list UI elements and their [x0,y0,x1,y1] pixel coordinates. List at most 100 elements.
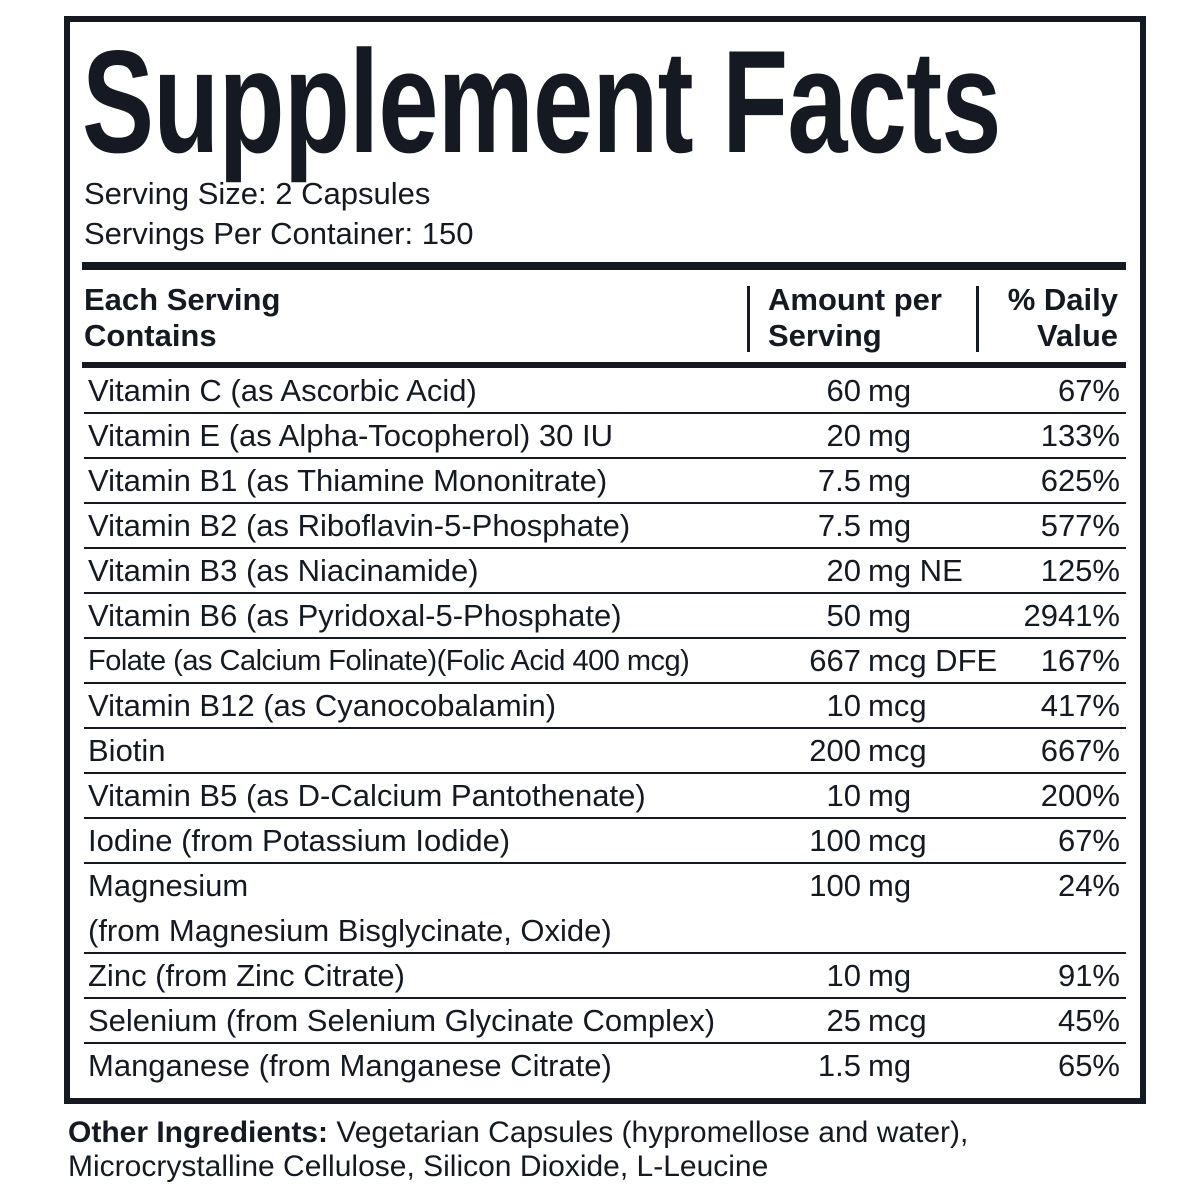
servings-per-container: Servings Per Container: 150 [84,216,474,251]
nutrient-name: Folate (as Calcium Folinate)(Folic Acid … [88,645,690,677]
other-ingredients-label: Other Ingredients: [68,1116,329,1149]
table-row: Vitamin B5 (as D-Calcium Pantothenate) 10… [84,774,1126,819]
header-ingredient: Each Serving Contains [84,282,281,353]
daily-value: 45% [1057,1003,1120,1038]
nutrient-amount: 10 mg [764,954,912,998]
table-row: Vitamin C (as Ascorbic Acid) 60 mg 67% [84,369,1126,414]
nutrient-amount: 1.5 mg [764,1044,911,1088]
table-header: Each Serving Contains Amount per Serving %… [84,280,1126,364]
amount-value: 100 [809,823,861,858]
table-row: Iodine (from Potassium Iodide) 100 mcg 67% [84,819,1126,864]
table-row: Manganese (from Manganese Citrate) 1.5 mg 6… [84,1044,1126,1087]
nutrient-name: Vitamin E (as Alpha-Tocopherol) 30 IU [88,418,613,453]
daily-value: 125% [1040,553,1120,588]
nutrient-name: Biotin [88,733,166,768]
nutrient-name: Vitamin B12 (as Cyanocobalamin) [88,688,557,723]
supplement-facts-panel: Supplement Facts Serving Size: 2 Capsule… [64,16,1146,1104]
nutrient-amount: 20 mg NE [764,549,963,593]
amount-value: 667 [809,643,861,678]
nutrient-source: (from Magnesium Bisglycinate, Oxide) [88,913,612,948]
amount-unit: mcg [868,688,927,723]
amount-unit: mg NE [868,553,963,588]
header-amount: Amount per Serving [768,282,942,353]
nutrient-amount: 100 mg [764,864,911,908]
table-row: Biotin 200 mcg 667% [84,729,1126,774]
table-row: Vitamin B1 (as Thiamine Mononitrate) 7.5 m… [84,459,1126,504]
amount-value: 50 [826,598,861,633]
nutrient-name: Vitamin B3 (as Niacinamide) [88,553,479,588]
nutrient-name: Vitamin C (as Ascorbic Acid) [88,373,477,408]
amount-unit: mg [868,958,912,993]
nutrient-name: Magnesium [88,868,249,903]
amount-unit: mcg [868,733,927,768]
daily-value: 417% [1040,688,1120,723]
daily-value: 65% [1057,1048,1120,1083]
nutrient-name: Vitamin B2 (as Riboflavin-5-Phosphate) [88,508,631,543]
table-row: Vitamin B6 (as Pyridoxal-5-Phosphate) 50 m… [84,594,1126,639]
amount-unit: mg [868,418,912,453]
nutrient-amount: 200 mcg [764,729,927,773]
amount-value: 200 [809,733,861,768]
nutrient-name: Vitamin B1 (as Thiamine Mononitrate) [88,463,608,498]
nutrient-amount: 50 mg [764,594,912,638]
table-row: Magnesium (from Magnesium Bisglycinate, O… [84,864,1126,954]
other-ingredients-text: Vegetarian Capsules (hypromellose and wa… [68,1116,969,1183]
divider-thick [82,362,1126,368]
amount-value: 7.5 [817,463,861,498]
amount-value: 20 [826,418,861,453]
amount-value: 20 [826,553,861,588]
nutrient-amount: 10 mg [764,774,912,818]
column-divider [976,286,979,352]
daily-value: 2941% [1023,598,1120,633]
nutrient-name: Zinc (from Zinc Citrate) [88,958,405,993]
nutrient-table: Vitamin C (as Ascorbic Acid) 60 mg 67% Vitam… [84,369,1126,1087]
panel-title: Supplement Facts [82,20,1001,183]
table-row: Folate (as Calcium Folinate)(Folic Acid … [84,639,1126,684]
amount-value: 7.5 [817,508,861,543]
table-row: Vitamin B12 (as Cyanocobalamin) 10 mcg 417% [84,684,1126,729]
nutrient-amount: 20 mg [764,414,912,458]
amount-value: 100 [809,868,861,903]
nutrient-name: Vitamin B5 (as D-Calcium Pantothenate) [88,778,646,813]
column-divider [747,286,750,352]
nutrient-amount: 7.5 mg [764,459,911,503]
daily-value: 625% [1040,463,1120,498]
header-daily-value: % Daily Value [1007,282,1118,353]
nutrient-name: Selenium (from Selenium Glycinate Comple… [88,1003,716,1038]
amount-value: 60 [826,373,861,408]
amount-unit: mg [868,778,912,813]
daily-value: 167% [1040,643,1120,678]
table-row: Vitamin E (as Alpha-Tocopherol) 30 IU 20 m… [84,414,1126,459]
nutrient-amount: 7.5 mg [764,504,911,548]
table-row: Zinc (from Zinc Citrate) 10 mg 91% [84,954,1126,999]
amount-unit: mg [868,1048,912,1083]
amount-unit: mg [868,463,912,498]
amount-value: 25 [826,1003,861,1038]
amount-value: 1.5 [817,1048,861,1083]
nutrient-name: Manganese (from Manganese Citrate) [88,1048,612,1083]
other-ingredients: Other Ingredients: Vegetarian Capsules (… [68,1116,1168,1184]
amount-value: 10 [826,688,861,723]
daily-value: 577% [1040,508,1120,543]
amount-unit: mg [868,508,912,543]
nutrient-amount: 667 mcg DFE [764,639,997,683]
table-row: Vitamin B3 (as Niacinamide) 20 mg NE 125% [84,549,1126,594]
amount-value: 10 [826,778,861,813]
daily-value: 200% [1040,778,1120,813]
amount-unit: mcg DFE [868,643,998,678]
table-row: Vitamin B2 (as Riboflavin-5-Phosphate) 7.… [84,504,1126,549]
daily-value: 133% [1040,418,1120,453]
daily-value: 91% [1057,958,1120,993]
daily-value: 24% [1057,868,1120,903]
nutrient-amount: 100 mcg [764,819,927,863]
amount-unit: mg [868,373,912,408]
amount-unit: mg [868,598,912,633]
serving-size: Serving Size: 2 Capsules [84,176,431,211]
amount-unit: mg [868,868,912,903]
daily-value: 67% [1057,373,1120,408]
nutrient-name: Iodine (from Potassium Iodide) [88,823,511,858]
amount-unit: mcg [868,823,927,858]
daily-value: 667% [1040,733,1120,768]
nutrient-amount: 10 mcg [764,684,927,728]
daily-value: 67% [1057,823,1120,858]
